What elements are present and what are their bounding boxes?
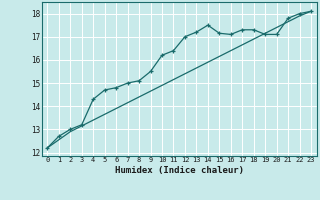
X-axis label: Humidex (Indice chaleur): Humidex (Indice chaleur) (115, 166, 244, 175)
